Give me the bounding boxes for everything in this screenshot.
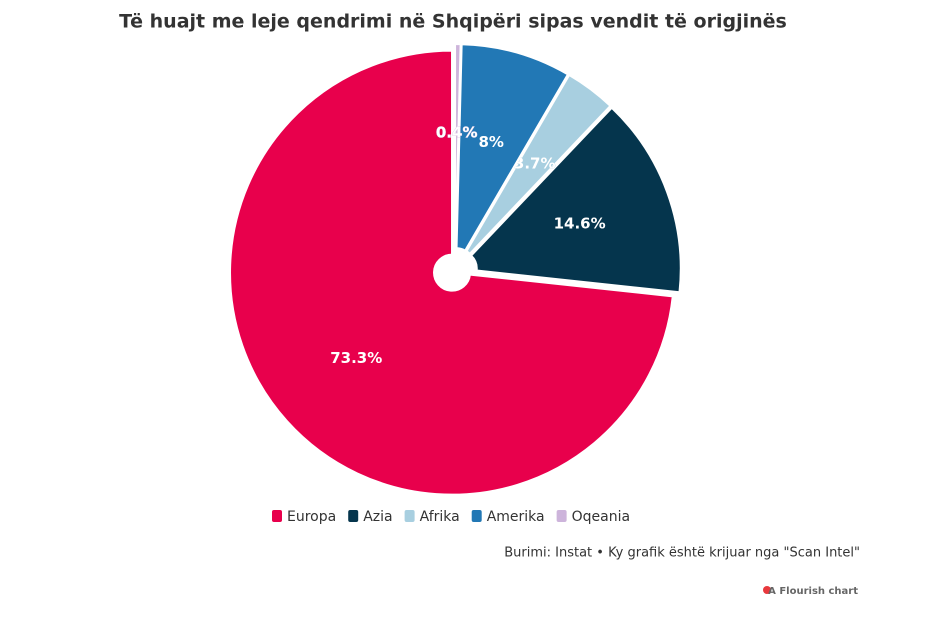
pie-slice [469, 106, 682, 294]
flourish-logo [763, 586, 771, 594]
legend-label: Azia [363, 509, 392, 525]
legend-label: Amerika [487, 509, 545, 525]
legend-swatch [404, 510, 415, 522]
slice-label: 73.3% [330, 349, 382, 367]
slice-label: 8% [479, 133, 504, 151]
slice-label: 3.7% [514, 154, 556, 172]
legend-label: Europa [287, 509, 336, 525]
slice-label: 0.4% [436, 123, 478, 141]
legend: Europa Azia Afrika Amerika Oqeania [272, 509, 630, 525]
chart-title: Të huajt me leje qendrimi në Shqipëri si… [119, 11, 787, 33]
legend-swatch [556, 510, 567, 522]
legend-swatch [272, 510, 282, 522]
slice-label: 14.6% [554, 215, 606, 233]
pie-slice [454, 43, 462, 250]
pie-slice [455, 43, 570, 252]
pie-slice [229, 49, 674, 496]
legend-label: Afrika [420, 509, 460, 525]
legend-swatch [471, 510, 482, 522]
pie-slice [465, 73, 612, 256]
credit: A Flourish chart [768, 586, 858, 597]
legend-swatch [348, 510, 359, 522]
legend-label: Oqeania [572, 509, 630, 525]
pie: 73.3% 14.6% 3.7% 8%0.4% [229, 43, 682, 496]
source-note: Burimi: Instat • Ky grafik është krijuar… [504, 546, 860, 561]
